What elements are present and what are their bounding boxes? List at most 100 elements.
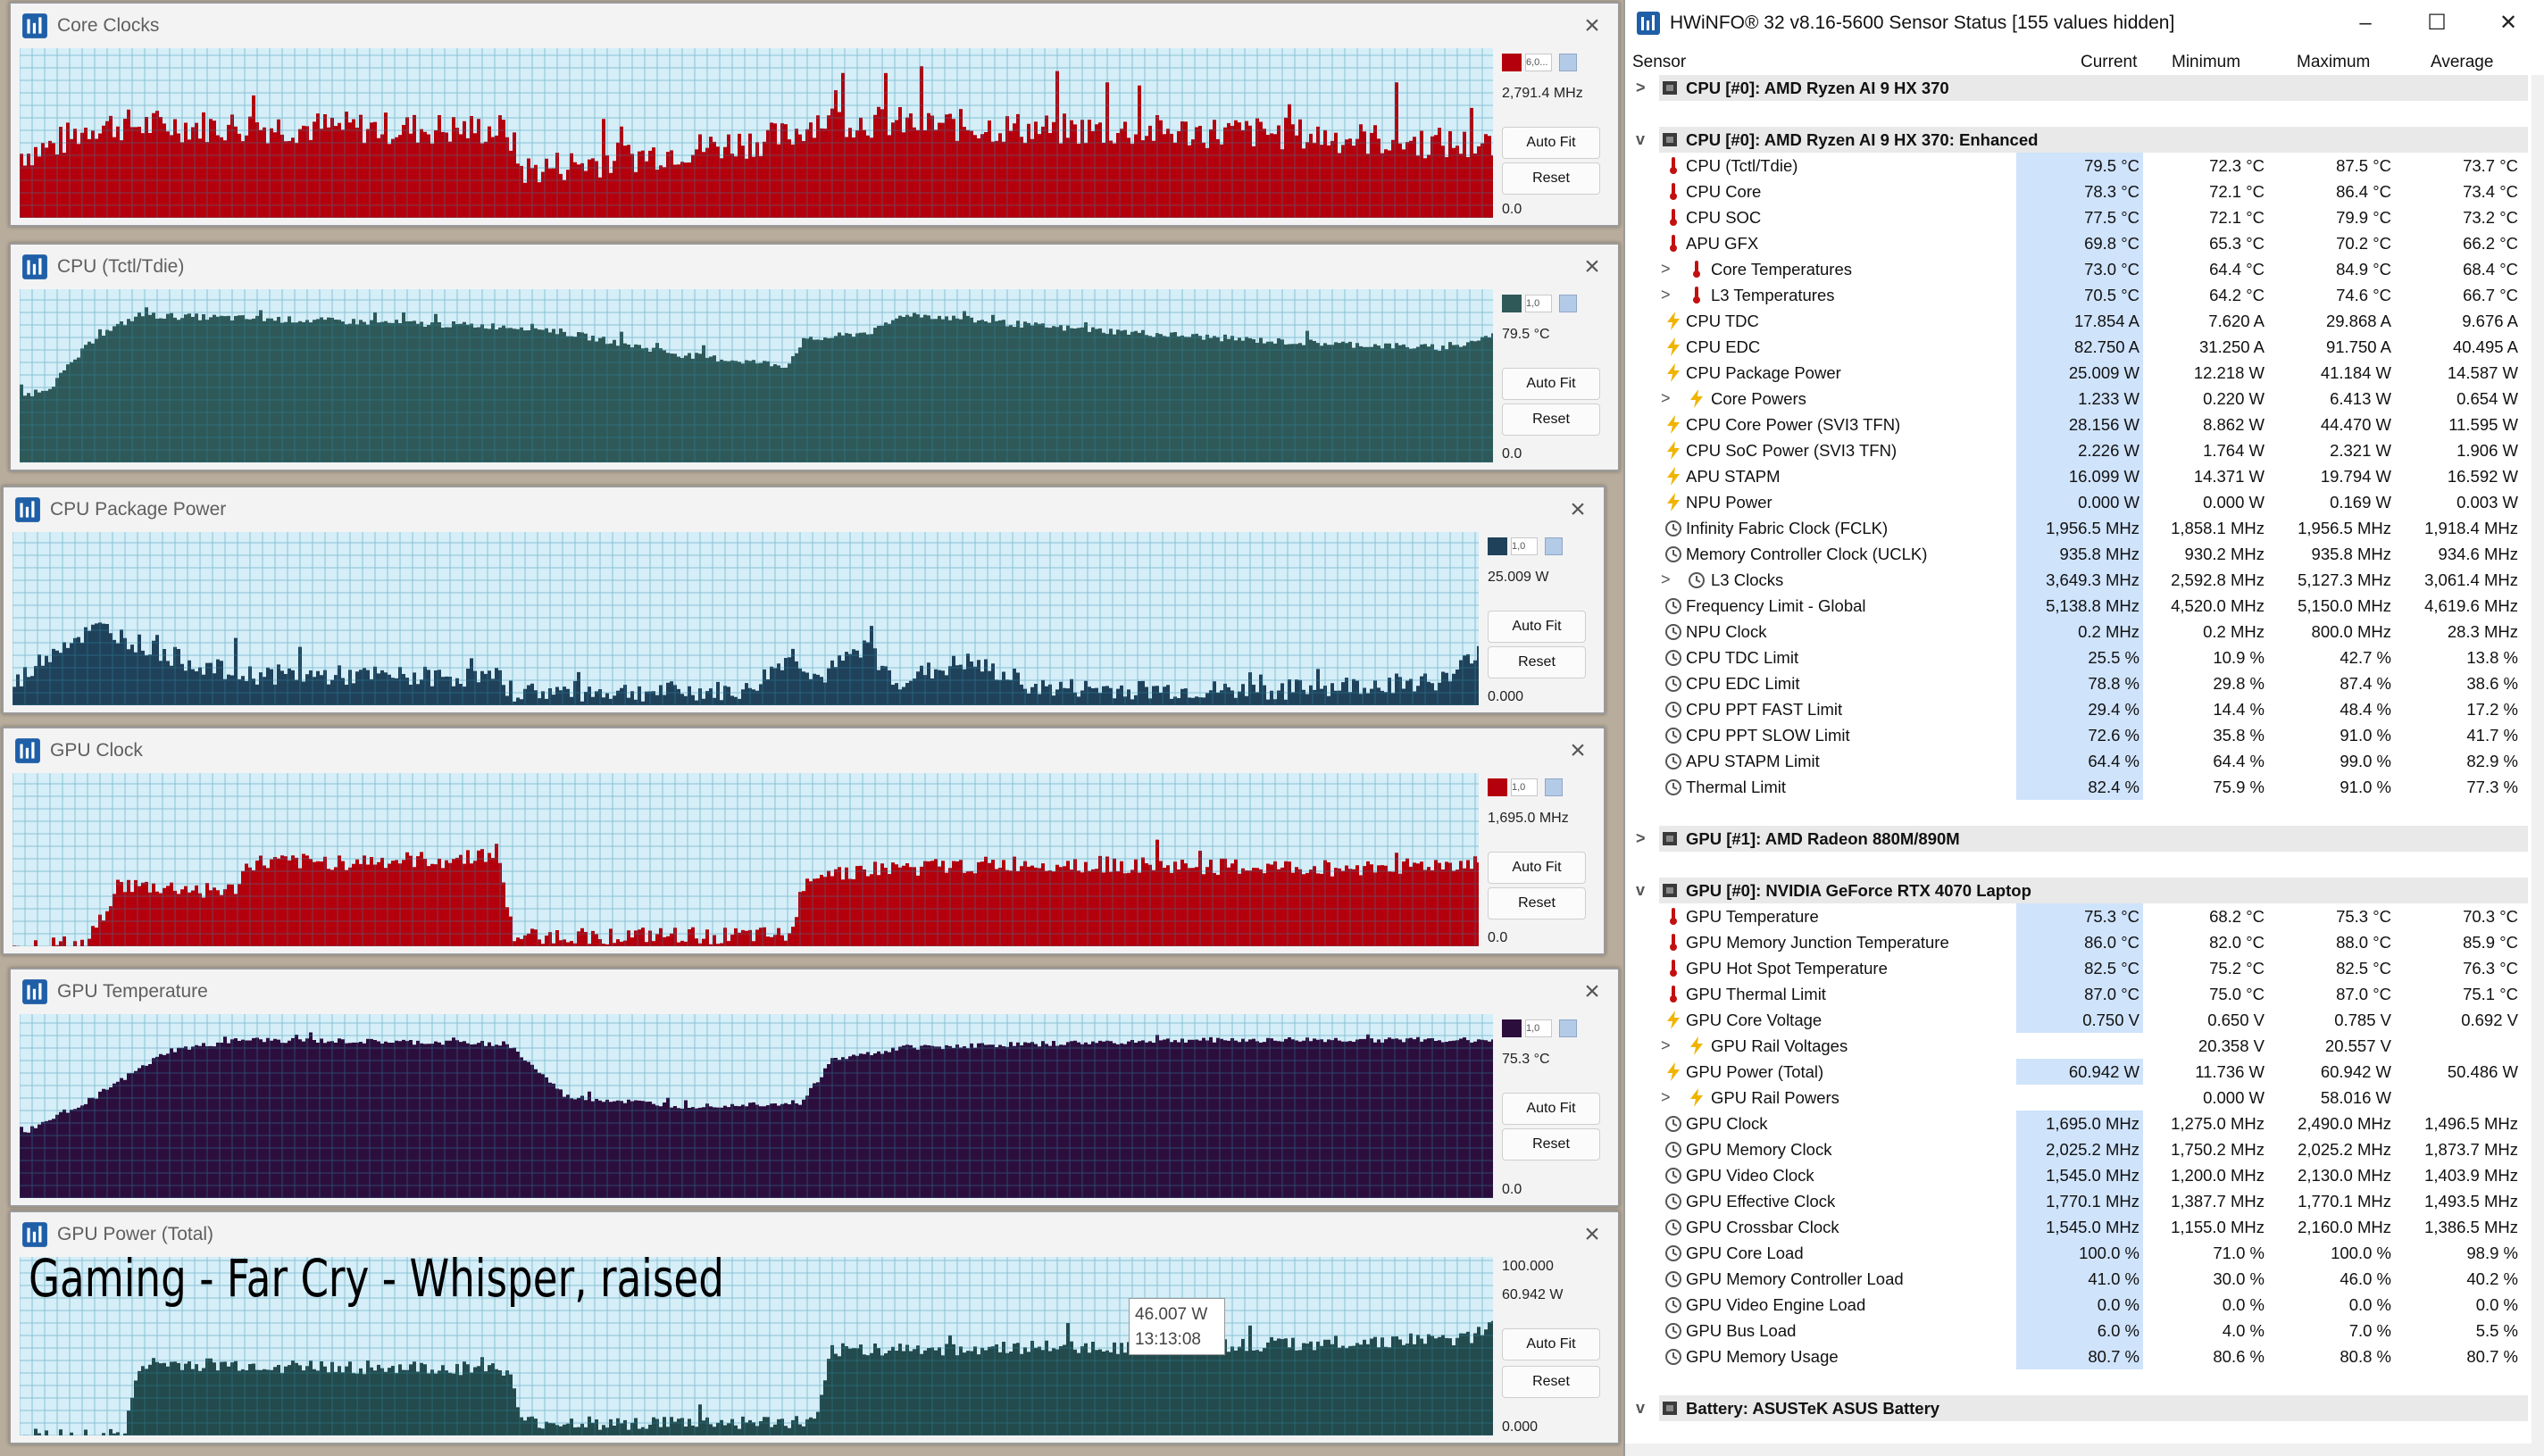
sensor-row[interactable]: CPU SoC Power (SVI3 TFN) 2.226 W 1.764 W 2.… [1625, 437, 2544, 463]
auto-fit-button[interactable]: Auto Fit [1502, 127, 1600, 159]
series-scale-box[interactable]: 1,0 [1525, 1019, 1552, 1037]
graph-title-bar[interactable]: CPU Package Power × [4, 487, 1604, 532]
column-average[interactable]: Average [2431, 53, 2494, 71]
graph-window-gpu-clock[interactable]: GPU Clock × 1,0 1,695.0 MHz Auto Fit Reset 0.0 [2, 727, 1606, 955]
graph-window-core-clocks[interactable]: Core Clocks × 6,0... 2,791.4 MHz Auto Fit Res… [9, 2, 1620, 227]
sensor-row[interactable]: CPU PPT SLOW Limit 72.6 % 35.8 % 91.0 % 41.7… [1625, 722, 2544, 748]
series-scale-box[interactable]: 1,0 [1511, 537, 1538, 555]
graph-plot-area[interactable] [20, 48, 1493, 218]
sensor-row[interactable]: CPU TDC 17.854 A 7.620 A 29.868 A 9.676 A [1625, 308, 2544, 334]
sensor-row[interactable]: CPU Package Power 25.009 W 12.218 W 41.184 … [1625, 360, 2544, 386]
column-sensor[interactable]: Sensor [1632, 53, 1687, 71]
sensor-group-row[interactable]: > GPU [#1]: AMD Radeon 880M/890M [1625, 826, 2544, 852]
graph-close-button[interactable]: × [1584, 11, 1600, 40]
auto-fit-button[interactable]: Auto Fit [1502, 1328, 1600, 1360]
sensor-row[interactable]: APU STAPM 16.099 W 14.371 W 19.794 W 16.592 … [1625, 463, 2544, 489]
series-color-swatch[interactable] [1502, 1019, 1522, 1037]
sensor-row[interactable]: CPU Core Power (SVI3 TFN) 28.156 W 8.862 W… [1625, 412, 2544, 437]
expander-icon[interactable]: > [1661, 1036, 1671, 1054]
reset-button[interactable]: Reset [1488, 887, 1586, 919]
sensor-group-row[interactable]: v Battery: ASUSTeK ASUS Battery [1625, 1395, 2544, 1421]
graph-window-gpu-power[interactable]: GPU Power (Total) × 100.000 60.942 W Auto Fi… [9, 1211, 1620, 1444]
column-minimum[interactable]: Minimum [2172, 53, 2241, 71]
graph-close-button[interactable]: × [1584, 1219, 1600, 1249]
expander-icon[interactable]: v [1636, 1399, 1646, 1417]
sensor-row[interactable]: Thermal Limit 82.4 % 75.9 % 91.0 % 77.3 % [1625, 774, 2544, 800]
expander-icon[interactable]: > [1661, 286, 1671, 304]
sensor-row[interactable]: GPU Power (Total) 60.942 W 11.736 W 60.942 … [1625, 1059, 2544, 1085]
sensor-row[interactable]: GPU Memory Usage 80.7 % 80.6 % 80.8 % 80.7 % [1625, 1344, 2544, 1369]
series-color-swatch[interactable] [1502, 295, 1522, 312]
expander-icon[interactable]: > [1661, 260, 1671, 278]
sensor-group-row[interactable]: v GPU [#0]: NVIDIA GeForce RTX 4070 Lapto… [1625, 878, 2544, 903]
expander-icon[interactable]: > [1661, 570, 1671, 588]
graph-window-gpu-temperature[interactable]: GPU Temperature × 1,0 75.3 °C Auto Fit Reset 0… [9, 968, 1620, 1207]
background-color-swatch[interactable] [1559, 1019, 1577, 1037]
auto-fit-button[interactable]: Auto Fit [1488, 852, 1586, 884]
graph-plot-area[interactable] [20, 289, 1493, 462]
vertical-scrollbar[interactable] [2531, 75, 2544, 1444]
sensor-list[interactable]: > CPU [#0]: AMD Ryzen AI 9 HX 370 v CPU [#0… [1625, 75, 2544, 1444]
sensor-row[interactable]: CPU EDC Limit 78.8 % 29.8 % 87.4 % 38.6 % [1625, 670, 2544, 696]
background-color-swatch[interactable] [1559, 54, 1577, 71]
sensor-group-row[interactable]: > CPU [#0]: AMD Ryzen AI 9 HX 370 [1625, 75, 2544, 101]
auto-fit-button[interactable]: Auto Fit [1502, 1093, 1600, 1125]
sensor-row[interactable]: GPU Effective Clock 1,770.1 MHz 1,387.7 MH… [1625, 1188, 2544, 1214]
sensor-row[interactable]: GPU Memory Clock 2,025.2 MHz 1,750.2 MHz 2,… [1625, 1136, 2544, 1162]
background-color-swatch[interactable] [1545, 537, 1563, 555]
sensor-row[interactable]: NPU Power 0.000 W 0.000 W 0.169 W 0.003 W [1625, 489, 2544, 515]
background-color-swatch[interactable] [1559, 295, 1577, 312]
column-maximum[interactable]: Maximum [2297, 53, 2371, 71]
sensor-row[interactable]: CPU PPT FAST Limit 29.4 % 14.4 % 48.4 % 17.2… [1625, 696, 2544, 722]
sensor-group-row[interactable]: v CPU [#0]: AMD Ryzen AI 9 HX 370: Enhanc… [1625, 127, 2544, 153]
graph-color-controls[interactable]: 1,0 [1488, 778, 1563, 796]
sensor-row[interactable]: GPU Bus Load 6.0 % 4.0 % 7.0 % 5.5 % [1625, 1318, 2544, 1344]
reset-button[interactable]: Reset [1502, 162, 1600, 195]
horizontal-scrollbar[interactable] [1625, 1444, 2544, 1456]
graph-close-button[interactable]: × [1584, 977, 1600, 1006]
sensor-row[interactable]: GPU Hot Spot Temperature 82.5 °C 75.2 °C 82… [1625, 955, 2544, 981]
sensor-row[interactable]: GPU Video Clock 1,545.0 MHz 1,200.0 MHz 2,1… [1625, 1162, 2544, 1188]
sensor-row[interactable]: CPU (Tctl/Tdie) 79.5 °C 72.3 °C 87.5 °C 73.7… [1625, 153, 2544, 179]
expander-icon[interactable]: > [1661, 1088, 1671, 1106]
background-color-swatch[interactable] [1545, 778, 1563, 796]
graph-color-controls[interactable]: 1,0 [1488, 537, 1563, 555]
graph-title-bar[interactable]: CPU (Tctl/Tdie) × [11, 245, 1618, 289]
sensor-row[interactable]: APU STAPM Limit 64.4 % 64.4 % 99.0 % 82.9 % [1625, 748, 2544, 774]
graph-title-bar[interactable]: GPU Temperature × [11, 969, 1618, 1014]
series-color-swatch[interactable] [1502, 54, 1522, 71]
expander-icon[interactable]: > [1636, 829, 1646, 847]
minimize-button[interactable]: – [2359, 11, 2372, 35]
graph-close-button[interactable]: × [1570, 495, 1586, 524]
reset-button[interactable]: Reset [1502, 1366, 1600, 1398]
sensor-row[interactable]: CPU EDC 82.750 A 31.250 A 91.750 A 40.495 A [1625, 334, 2544, 360]
sensor-row[interactable]: > L3 Clocks 3,649.3 MHz 2,592.8 MHz 5,127.3 … [1625, 567, 2544, 593]
sensor-row[interactable]: GPU Thermal Limit 87.0 °C 75.0 °C 87.0 °C 75… [1625, 981, 2544, 1007]
series-scale-box[interactable]: 1,0 [1511, 778, 1538, 796]
maximize-button[interactable]: ☐ [2427, 11, 2447, 35]
sensor-row[interactable]: CPU TDC Limit 25.5 % 10.9 % 42.7 % 13.8 % [1625, 645, 2544, 670]
sensor-row[interactable]: GPU Memory Controller Load 41.0 % 30.0 % 46… [1625, 1266, 2544, 1292]
graph-window-cpu-temp[interactable]: CPU (Tctl/Tdie) × 1,0 79.5 °C Auto Fit Reset 0… [9, 243, 1620, 471]
graph-title-bar[interactable]: GPU Clock × [4, 728, 1604, 773]
graph-color-controls[interactable]: 6,0... [1502, 54, 1577, 71]
reset-button[interactable]: Reset [1488, 646, 1586, 678]
sensor-row[interactable]: GPU Memory Junction Temperature 86.0 °C 82… [1625, 929, 2544, 955]
column-current[interactable]: Current [2081, 53, 2138, 71]
sensor-row[interactable]: GPU Temperature 75.3 °C 68.2 °C 75.3 °C 70.3… [1625, 903, 2544, 929]
series-color-swatch[interactable] [1488, 537, 1507, 555]
sensor-row[interactable]: Infinity Fabric Clock (FCLK) 1,956.5 MHz 1… [1625, 515, 2544, 541]
sensor-row[interactable]: GPU Clock 1,695.0 MHz 1,275.0 MHz 2,490.0 M… [1625, 1111, 2544, 1136]
graph-plot-area[interactable] [13, 532, 1479, 705]
expander-icon[interactable]: > [1661, 389, 1671, 407]
sensor-row[interactable]: > GPU Rail Powers 0.000 W 58.016 W [1625, 1085, 2544, 1111]
graph-color-controls[interactable]: 1,0 [1502, 295, 1577, 312]
graph-plot-area[interactable] [20, 1014, 1493, 1198]
sensor-row[interactable]: > L3 Temperatures 70.5 °C 64.2 °C 74.6 °C 66.… [1625, 282, 2544, 308]
auto-fit-button[interactable]: Auto Fit [1502, 368, 1600, 400]
sensor-row[interactable]: GPU Core Voltage 0.750 V 0.650 V 0.785 V 0.6… [1625, 1007, 2544, 1033]
series-scale-box[interactable]: 6,0... [1525, 54, 1552, 71]
graph-title-bar[interactable]: GPU Power (Total) × [11, 1212, 1618, 1257]
sensor-row[interactable]: > GPU Rail Voltages 20.358 V 20.557 V [1625, 1033, 2544, 1059]
graph-title-bar[interactable]: Core Clocks × [11, 4, 1618, 48]
